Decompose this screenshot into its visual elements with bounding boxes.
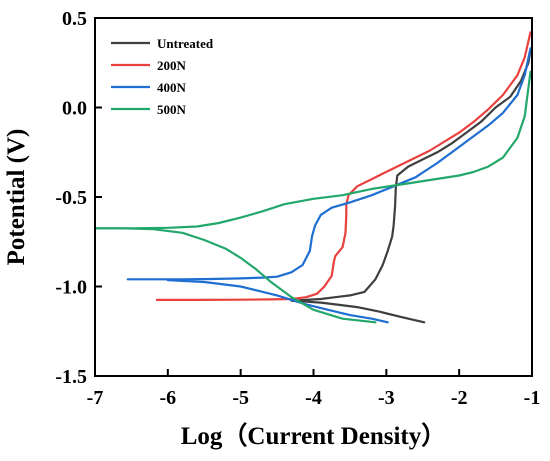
- series-line-400n: [126, 47, 532, 281]
- x-tick-label: -1: [524, 387, 541, 409]
- x-axis-title: Log（Current Density）: [181, 421, 447, 450]
- legend-label: 200N: [157, 58, 187, 73]
- y-tick-label: -0.5: [55, 187, 87, 209]
- legend-label: Untreated: [157, 36, 214, 51]
- ticks-layer: -7 -6 -5 -4 -3 -2 -1 0.5 0.0 -0.5 -1.0 -1.5: [55, 8, 540, 409]
- series-line-500n-cathodic: [93, 227, 377, 324]
- x-tick-label: -4: [305, 387, 322, 409]
- series-line-500n: [93, 70, 532, 230]
- y-tick-label: -1.5: [55, 366, 87, 388]
- legend-label: 500N: [157, 102, 187, 117]
- x-tick-label: -2: [451, 387, 468, 409]
- series-line-untreated: [290, 49, 532, 324]
- y-tick-label: 0.5: [62, 8, 87, 30]
- y-tick-label: 0.0: [62, 98, 87, 120]
- x-tick-label: -3: [378, 387, 395, 409]
- y-axis-title: Potential (V): [3, 129, 30, 266]
- legend: Untreated 200N 400N 500N: [111, 36, 214, 117]
- y-tick-label: -1.0: [55, 277, 87, 299]
- x-tick-label: -5: [232, 387, 249, 409]
- x-tick-label: -6: [159, 387, 176, 409]
- series-layer: [93, 31, 532, 324]
- series-line-200n: [155, 31, 532, 301]
- x-tick-label: -7: [87, 387, 104, 409]
- legend-label: 400N: [157, 80, 187, 95]
